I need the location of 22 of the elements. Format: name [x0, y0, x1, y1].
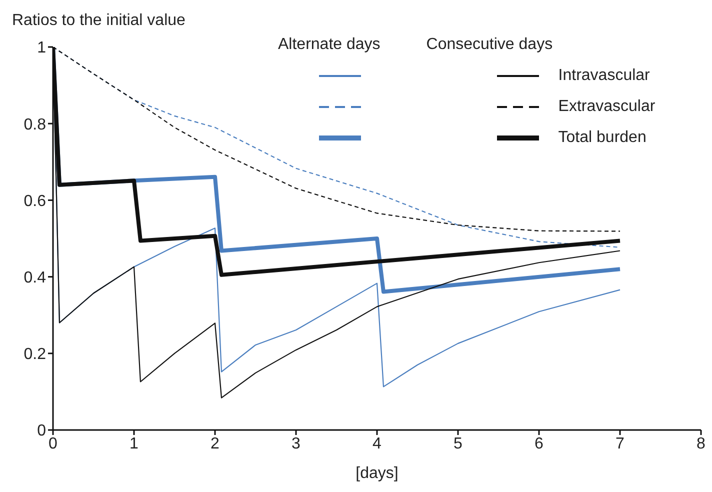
y-tick-label: 0.2	[24, 346, 46, 364]
y-tick-label: 0.4	[24, 269, 46, 286]
legend-label: Total burden	[558, 128, 646, 146]
x-tick-label: 6	[534, 435, 544, 452]
y-tick-label: 0.8	[24, 116, 46, 134]
legend-label: Extravascular	[558, 98, 656, 116]
annotation: Consecutive days	[426, 36, 553, 54]
y-tick-label: 0.6	[24, 192, 46, 210]
annotation: Alternate days	[278, 36, 380, 54]
legend-label: Intravascular	[558, 66, 650, 84]
x-tick-label: 8	[696, 435, 706, 452]
y-axis-title: Ratios to the initial value	[12, 12, 186, 30]
x-tick-label: 1	[130, 435, 139, 452]
x-tick-label: 5	[454, 435, 463, 452]
x-tick-label: 2	[210, 435, 220, 452]
x-tick-label: 7	[616, 435, 625, 452]
x-tick-label: 4	[372, 435, 382, 452]
x-tick-label: 0	[48, 435, 58, 452]
y-tick-label: 1	[37, 40, 46, 57]
x-tick-label: 3	[292, 435, 301, 452]
x-axis-title: [days]	[356, 465, 398, 482]
y-tick-label: 0	[37, 422, 46, 440]
